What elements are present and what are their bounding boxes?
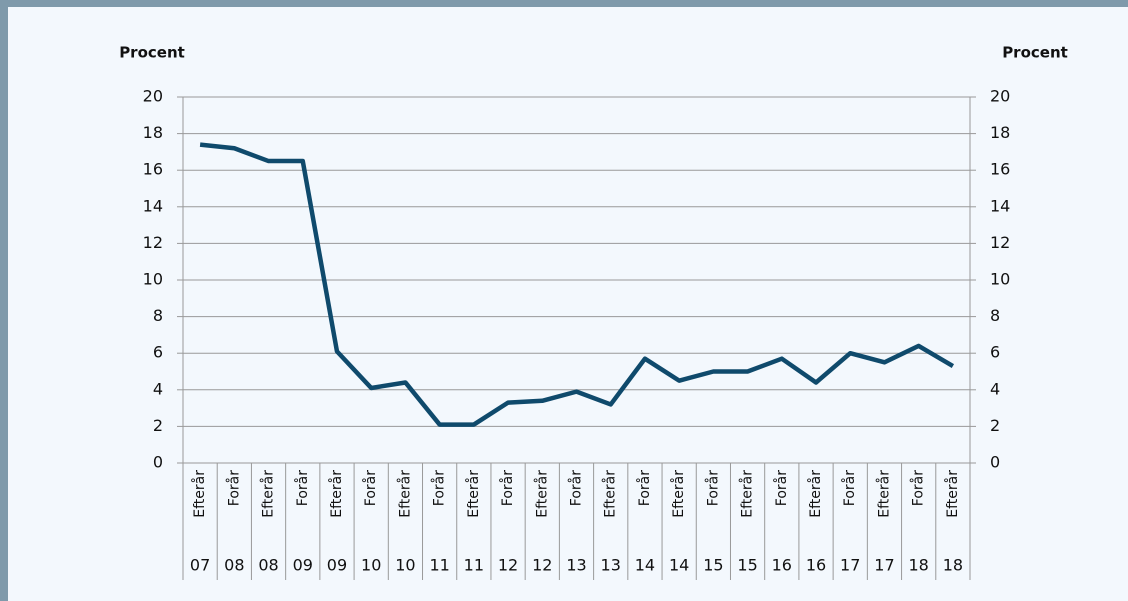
y-tick-label: 20: [143, 87, 163, 106]
y-tick-label: 12: [143, 233, 163, 252]
x-tick-label: Efterår: [465, 470, 482, 518]
x-tick-label-year: 18: [908, 556, 928, 575]
y2-tick-label: 16: [990, 160, 1010, 179]
x-tick-label: Forår: [773, 470, 790, 506]
x-tick-label-year: 16: [772, 556, 792, 575]
y-axis-title: Procent: [119, 44, 185, 62]
x-tick-label-year: 17: [840, 556, 860, 575]
y2-tick-label: 12: [990, 233, 1010, 252]
x-tick-label-year: 11: [429, 556, 449, 575]
x-tick-label-year: 15: [703, 556, 723, 575]
x-tick-label: Forår: [636, 470, 653, 506]
x-tick-label-year: 18: [943, 556, 963, 575]
x-tick-label-year: 14: [635, 556, 655, 575]
x-tick-label-year: 08: [224, 556, 244, 575]
x-tick-label-year: 07: [190, 556, 210, 575]
x-tick-label: Efterår: [602, 470, 619, 518]
x-tick-label: Efterår: [533, 470, 550, 518]
x-tick-label: Forår: [910, 470, 927, 506]
x-tick-label: Efterår: [670, 470, 687, 518]
x-tick-label-year: 12: [498, 556, 518, 575]
x-tick-label: Efterår: [944, 470, 961, 518]
x-tick-label-year: 10: [395, 556, 415, 575]
data-line: [199, 142, 955, 427]
y2-tick-label: 4: [990, 379, 1000, 398]
x-tick-label-year: 12: [532, 556, 552, 575]
y-tick-label: 2: [153, 416, 163, 435]
x-tick-label-year: 13: [601, 556, 621, 575]
header-band: [0, 0, 1128, 7]
y2-tick-label: 2: [990, 416, 1000, 435]
x-tick-label: Efterår: [260, 470, 277, 518]
x-tick-label-year: 08: [258, 556, 278, 575]
y-tick-label: 8: [153, 306, 163, 325]
x-tick-label: Forår: [841, 470, 858, 506]
x-tick-label: Forår: [431, 470, 448, 506]
y-tick-label: 4: [153, 379, 163, 398]
x-tick-label-year: 15: [737, 556, 757, 575]
y-tick-label: 10: [143, 270, 163, 289]
y2-axis-title: Procent: [1002, 44, 1068, 62]
x-tick-label-year: 09: [327, 556, 347, 575]
x-tick-label: Forår: [362, 470, 379, 506]
x-tick-label: Forår: [225, 470, 242, 506]
x-tick-label: Forår: [499, 470, 516, 506]
x-tick-label: Forår: [568, 470, 585, 506]
x-tick-label-year: 09: [293, 556, 313, 575]
x-tick-label: Forår: [294, 470, 311, 506]
x-tick-label: Efterår: [875, 470, 892, 518]
y2-tick-label: 18: [990, 123, 1010, 142]
y2-tick-label: 8: [990, 306, 1000, 325]
y2-tick-label: 20: [990, 87, 1010, 106]
x-tick-label: Efterår: [739, 470, 756, 518]
y-tick-label: 18: [143, 123, 163, 142]
y2-tick-label: 14: [990, 196, 1010, 215]
y-tick-label: 0: [153, 453, 163, 472]
x-tick-label-year: 11: [464, 556, 484, 575]
x-tick-label: Efterår: [807, 470, 824, 518]
y-tick-label: 14: [143, 196, 163, 215]
y2-tick-label: 10: [990, 270, 1010, 289]
x-tick-label: Efterår: [191, 470, 208, 518]
x-tick-label: Efterår: [396, 470, 413, 518]
x-tick-label-year: 13: [566, 556, 586, 575]
y-tick-label: 16: [143, 160, 163, 179]
x-tick-label-year: 10: [361, 556, 381, 575]
left-border: [0, 0, 8, 601]
x-tick-label-year: 14: [669, 556, 689, 575]
x-tick-label: Forår: [704, 470, 721, 506]
y2-tick-label: 6: [990, 343, 1000, 362]
x-tick-label-year: 16: [806, 556, 826, 575]
y-tick-label: 6: [153, 343, 163, 362]
x-tick-label-year: 17: [874, 556, 894, 575]
x-tick-label: Efterår: [328, 470, 345, 518]
y2-tick-label: 0: [990, 453, 1000, 472]
